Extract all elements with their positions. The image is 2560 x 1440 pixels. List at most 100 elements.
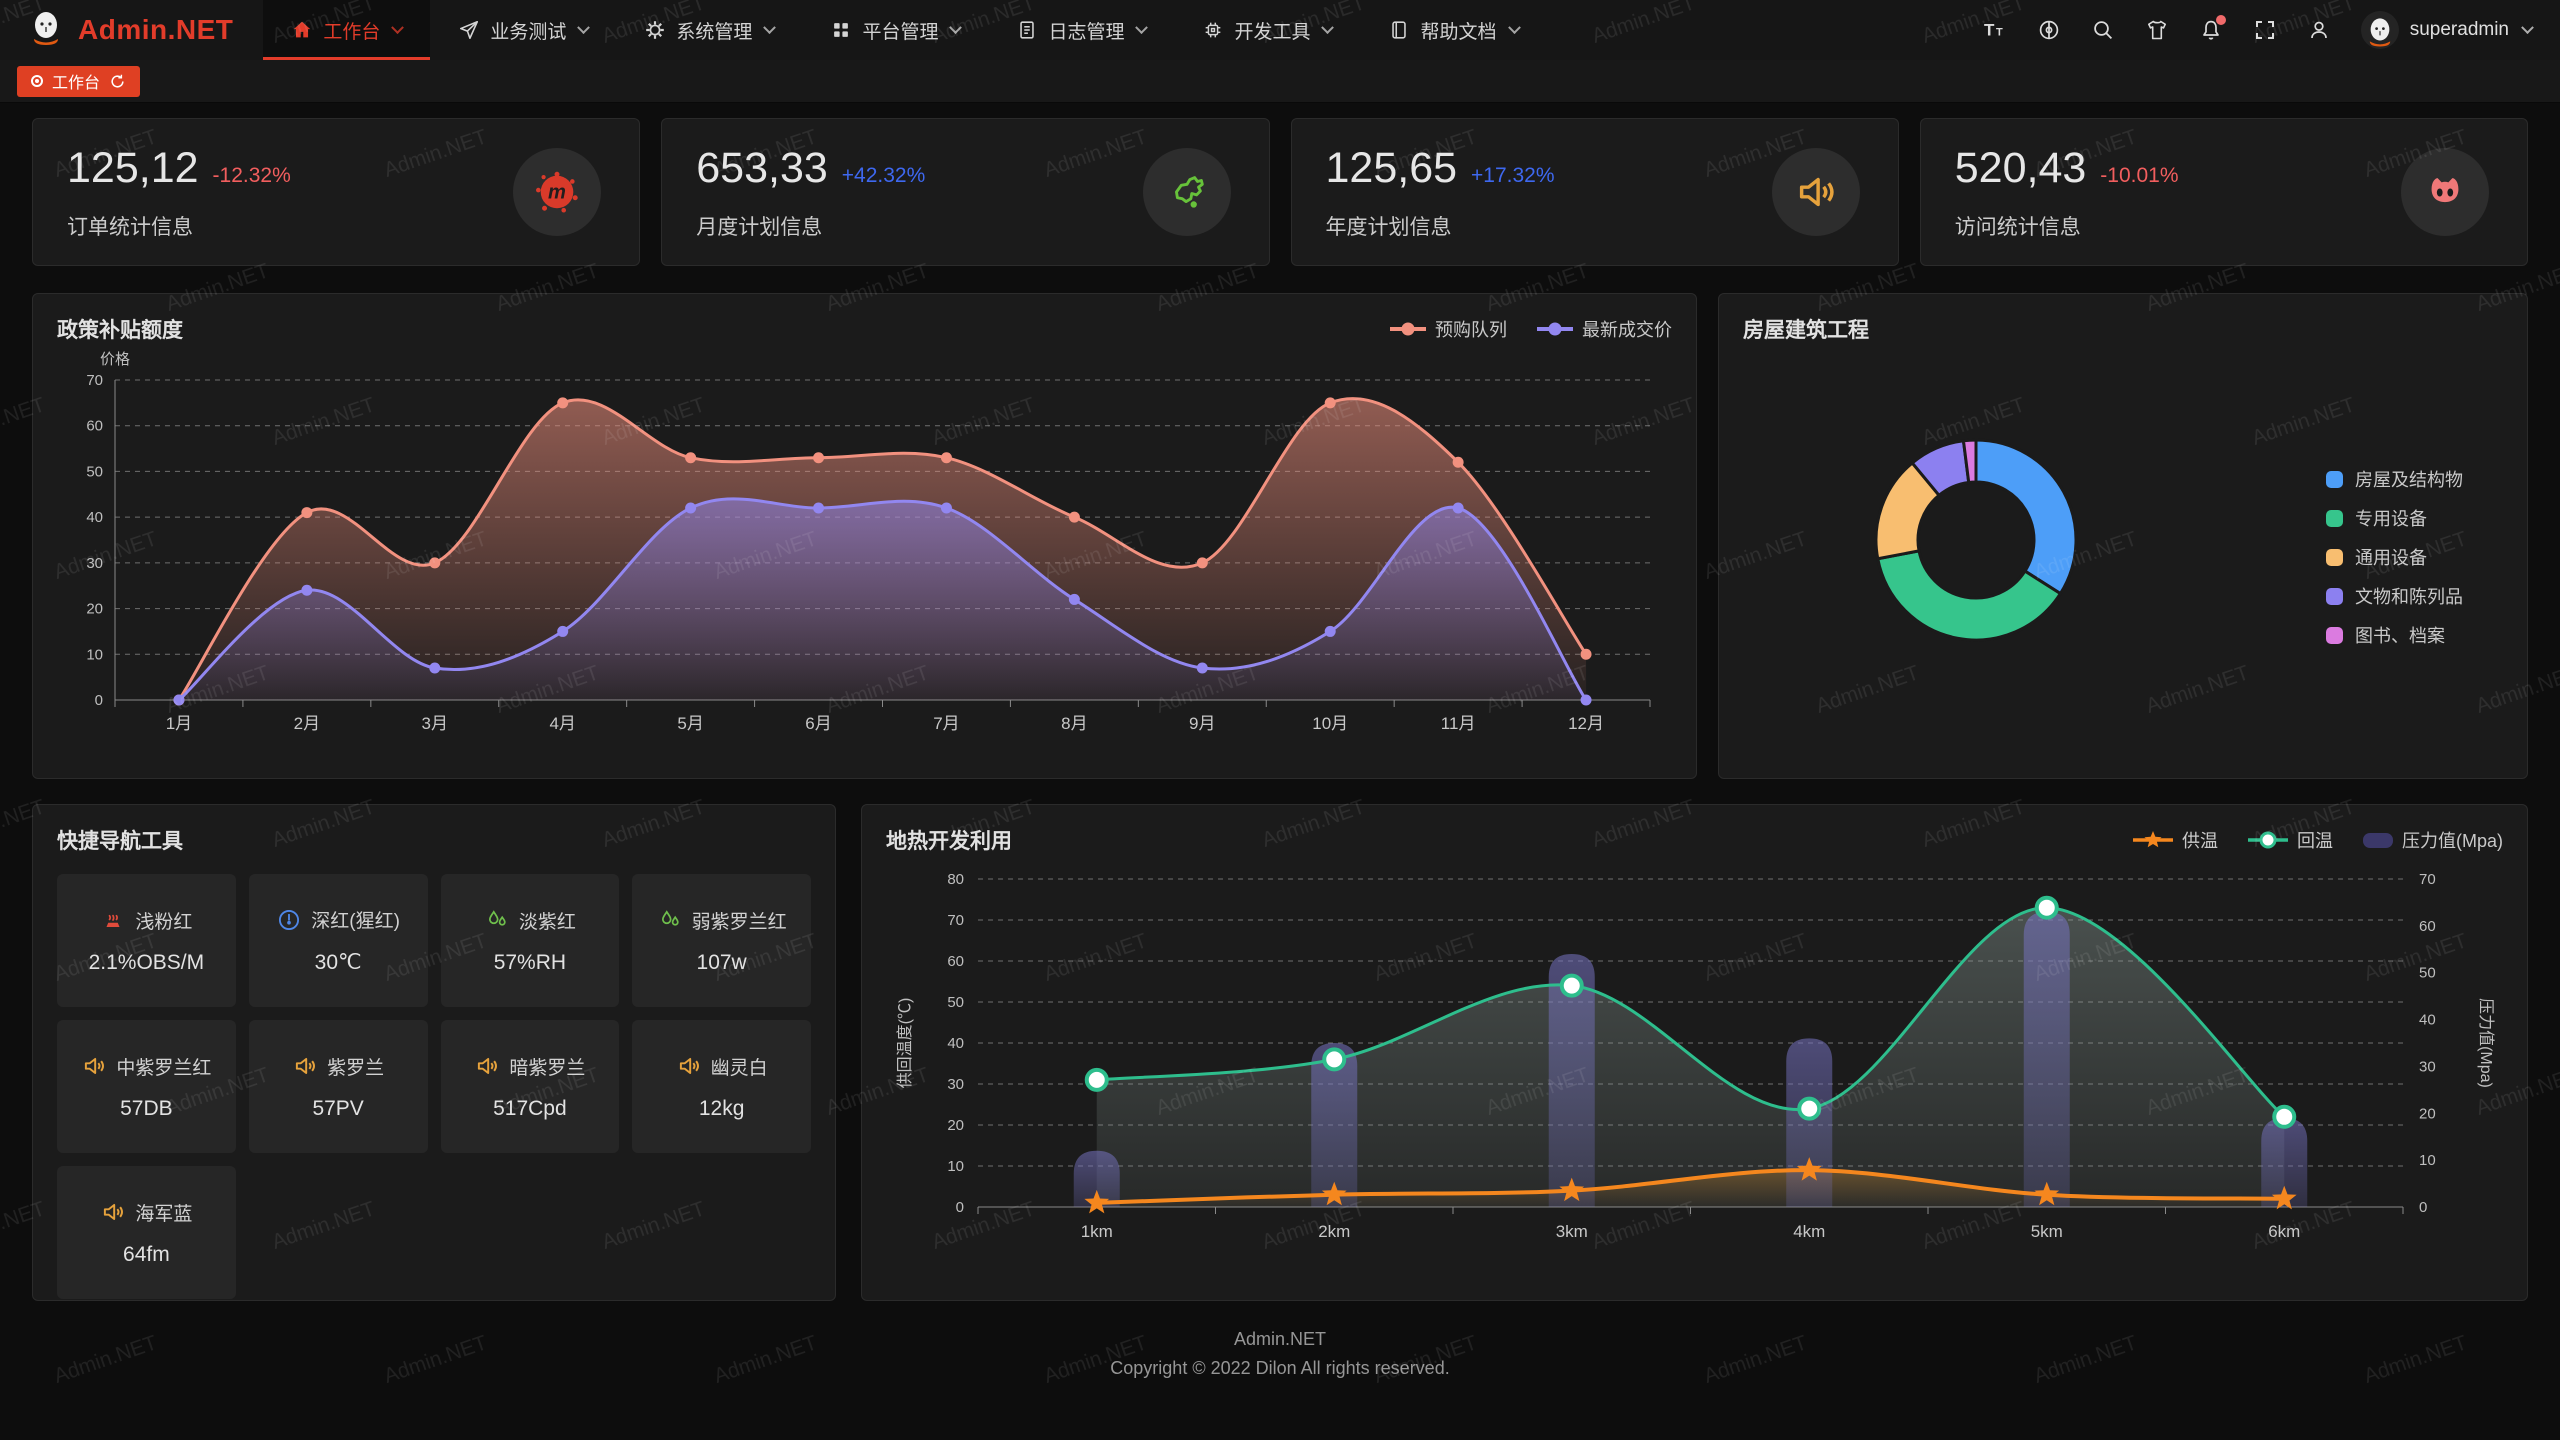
menu-item-2[interactable]: 业务测试 [430,0,616,60]
svg-text:50: 50 [2419,965,2436,982]
svg-text:2月: 2月 [294,714,320,733]
quick-nav-name: 淡紫红 [518,911,576,933]
stat-delta: +42.32% [841,163,926,187]
username: superadmin [2409,19,2509,40]
legend-item[interactable]: 最新成交价 [1537,316,1672,342]
svg-text:12月: 12月 [1568,714,1604,733]
quick-nav-title: 快捷导航工具 [57,830,183,853]
refresh-icon[interactable] [109,73,126,90]
svg-text:5月: 5月 [677,714,703,733]
quick-nav-item-5[interactable]: 中紫罗兰红 57DB [57,1020,236,1153]
quick-nav-item-1[interactable]: 浅粉红 2.1%OBS/M [57,874,236,1007]
fullscreen-icon[interactable] [2253,18,2277,42]
menu-item-1[interactable]: 工作台 [263,0,431,60]
language-icon[interactable] [2037,18,2061,42]
legend-item[interactable]: 房屋及结构物 [2326,466,2463,492]
svg-text:压力值(Mpa): 压力值(Mpa) [2477,998,2495,1088]
quick-nav-item-7[interactable]: 暗紫罗兰 517Cpd [440,1020,620,1153]
legend-item[interactable]: 回温 [2247,827,2333,853]
policy-subsidy-title: 政策补贴额度 [57,319,183,342]
chevron-down-icon [577,20,591,34]
stat-card-4: 520,43 -10.01% 访问统计信息 [1919,118,2528,266]
quick-nav-item-6[interactable]: 紫罗兰 57PV [248,1020,428,1153]
legend-item[interactable]: 图书、档案 [2326,622,2463,648]
home-icon [291,19,313,41]
send-icon [458,19,480,41]
speaker-icon [292,1053,318,1079]
menu-item-6[interactable]: 开发工具 [1174,0,1360,60]
chip-icon [1202,19,1224,41]
geothermal-legend: 供温 回温 压力值(Mpa) [2132,827,2503,853]
notification-badge [2215,15,2226,25]
legend-item[interactable]: 文物和陈列品 [2326,583,2463,609]
chevron-down-icon [1321,20,1335,34]
legend-item[interactable]: 压力值(Mpa) [2362,827,2503,853]
legend-line-marker [1537,322,1573,336]
svg-text:4km: 4km [1793,1222,1825,1241]
svg-text:80: 80 [947,871,964,888]
svg-text:10: 10 [947,1158,964,1175]
svg-text:供回温度(℃): 供回温度(℃) [896,998,914,1089]
notification-icon[interactable] [2199,15,2226,42]
quick-nav-value: 12kg [698,1096,745,1120]
meetup-icon: m [513,148,602,236]
legend-star-marker [2132,831,2173,848]
quick-nav-name: 深红(猩红) [311,911,400,932]
quick-nav-item-4[interactable]: 弱紫罗兰红 107w [632,874,811,1007]
legend-item[interactable]: 专用设备 [2326,505,2463,531]
svg-text:m: m [548,182,566,204]
svg-text:0: 0 [956,1199,964,1216]
legend-swatch [2326,509,2343,527]
stat-card-2: 653,33 +42.32% 月度计划信息 [661,118,1270,266]
search-icon[interactable] [2091,18,2115,42]
user-avatar [2360,11,2399,49]
quick-nav-item-3[interactable]: 淡紫红 57%RH [440,874,620,1007]
tab-workbench[interactable]: 工作台 [17,65,141,97]
quick-nav-name: 弱紫罗兰红 [691,911,787,933]
building-project-title: 房屋建筑工程 [1743,319,1869,342]
svg-text:60: 60 [2419,918,2436,935]
svg-text:0: 0 [2419,1199,2427,1216]
legend-item[interactable]: 预购队列 [1390,316,1507,342]
svg-text:3月: 3月 [422,714,448,733]
policy-subsidy-legend: 预购队列 最新成交价 [1390,316,1672,342]
quick-nav-item-2[interactable]: 深红(猩红) 30℃ [248,874,428,1007]
svg-text:10: 10 [86,646,103,663]
speaker-icon [81,1053,107,1079]
building-project-card: 房屋建筑工程 房屋及结构物 专用设备通用设备文物和陈列品 图书、档案 [1718,293,2528,779]
drops-icon [484,907,510,933]
geothermal-card: 地热开发利用 供温 回温 压力值(Mpa) 0 10 20 30 40 50 60 70 80 0 10… [861,804,2528,1301]
svg-text:T: T [1996,27,2003,39]
legend-item[interactable]: 供温 [2132,827,2218,853]
app-logo[interactable]: Admin.NET [0,0,263,60]
menu-item-5[interactable]: 日志管理 [988,0,1174,60]
svg-text:70: 70 [2419,871,2436,888]
legend-circle-marker [2247,831,2288,849]
svg-text:5km: 5km [2031,1222,2063,1241]
log-icon [1016,19,1038,41]
user-menu[interactable]: superadmin [2345,0,2560,60]
theme-icon[interactable] [2145,18,2169,42]
legend-item[interactable]: 通用设备 [2326,544,2463,570]
svg-text:1km: 1km [1081,1222,1113,1241]
legend-swatch [2326,548,2343,566]
menu-item-4[interactable]: 平台管理 [802,0,988,60]
stat-value: 125,12 [67,143,199,192]
stat-delta: -12.32% [212,163,291,187]
chevron-down-icon [763,20,777,34]
menu-item-7[interactable]: 帮助文档 [1360,0,1546,60]
legend-bar-swatch [2362,832,2393,848]
menu-item-3[interactable]: 系统管理 [616,0,802,60]
quick-nav-item-9[interactable]: 海军蓝 64fm [57,1166,236,1299]
policy-subsidy-card: 政策补贴额度 预购队列 最新成交价 0 10 20 30 40 50 60 70 1月 2月 3月 4月… [32,293,1697,779]
svg-text:价格: 价格 [100,351,130,368]
quick-nav-name: 暗紫罗兰 [509,1057,586,1079]
quick-nav-name: 紫罗兰 [327,1057,385,1079]
main-menu: 工作台 业务测试 系统管理 平台管理 日志管理 开发工具 帮助文档 [263,0,1546,60]
quick-nav-item-8[interactable]: 幽灵白 12kg [632,1020,811,1153]
stat-value: 520,43 [1954,143,2087,192]
user-icon[interactable] [2307,18,2331,42]
footer-app-name: Admin.NET [1233,1329,1327,1349]
tab-dot-icon [31,75,43,87]
